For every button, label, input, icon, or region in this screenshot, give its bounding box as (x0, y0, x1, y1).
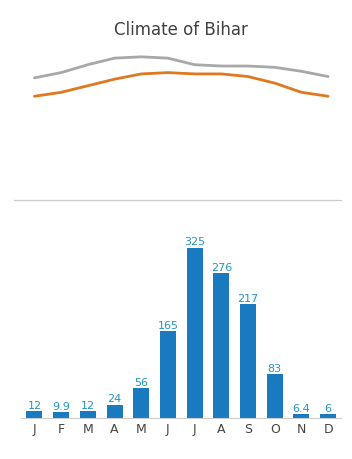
Bar (133, 388, 149, 418)
Text: 12: 12 (27, 400, 42, 410)
Text: 12: 12 (81, 400, 95, 410)
Text: 325: 325 (184, 236, 205, 246)
Text: Climate of Bihar: Climate of Bihar (114, 21, 248, 39)
Bar (213, 274, 230, 418)
Text: 165: 165 (157, 320, 178, 330)
Text: 56: 56 (134, 377, 148, 387)
Bar (320, 414, 336, 418)
Text: 6: 6 (325, 403, 332, 413)
Text: 24: 24 (107, 394, 122, 403)
Bar (267, 375, 283, 418)
Bar (26, 411, 43, 418)
Bar (160, 331, 176, 418)
Bar (80, 411, 96, 418)
Text: 217: 217 (237, 293, 259, 303)
Bar (240, 304, 256, 418)
Bar (293, 414, 309, 418)
Text: 276: 276 (211, 262, 232, 272)
Text: 83: 83 (268, 363, 282, 373)
Text: 6.4: 6.4 (293, 403, 310, 413)
Text: 9.9: 9.9 (52, 401, 70, 411)
Bar (107, 405, 122, 418)
Bar (187, 248, 203, 418)
Bar (53, 413, 69, 418)
